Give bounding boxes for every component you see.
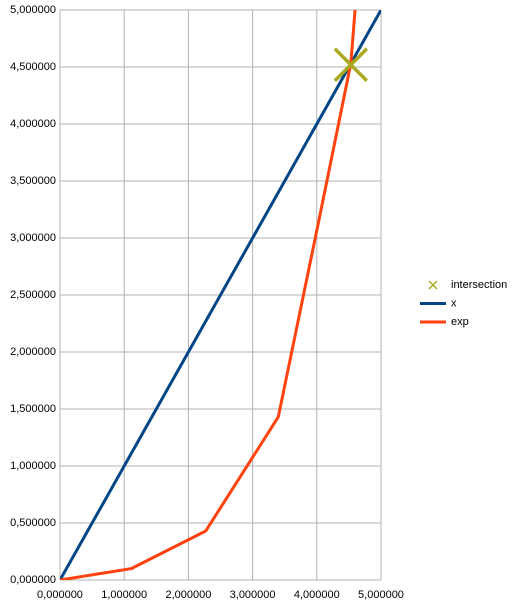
legend-label: x: [451, 297, 457, 309]
y-tick-label: 5,000000: [10, 4, 56, 16]
x-tick-label: 4,000000: [294, 589, 340, 601]
x-tick-label: 1,000000: [101, 589, 147, 601]
legend-label: intersection: [451, 279, 507, 291]
x-tick-label: 0,000000: [37, 589, 83, 601]
y-tick-label: 4,500000: [10, 61, 56, 73]
series-line: [60, 10, 381, 580]
y-tick-label: 3,000000: [10, 232, 56, 244]
y-tick-label: 3,500000: [10, 175, 56, 187]
x-tick-label: 3,000000: [230, 589, 276, 601]
y-tick-label: 2,000000: [10, 346, 56, 358]
point-marker: [333, 47, 369, 82]
y-tick-label: 1,500000: [10, 403, 56, 415]
plot-area: [60, 10, 381, 580]
y-tick-label: 4,000000: [10, 118, 56, 130]
legend-label: exp: [451, 316, 469, 328]
y-tick-label: 2,500000: [10, 289, 56, 301]
series-line: [60, 10, 357, 580]
y-tick-label: 0,500000: [10, 517, 56, 529]
y-tick-label: 0,000000: [10, 574, 56, 586]
x-tick-label: 2,000000: [165, 589, 211, 601]
y-tick-label: 1,000000: [10, 460, 56, 472]
x-tick-label: 5,000000: [358, 589, 404, 601]
legend-swatch: [428, 280, 438, 290]
